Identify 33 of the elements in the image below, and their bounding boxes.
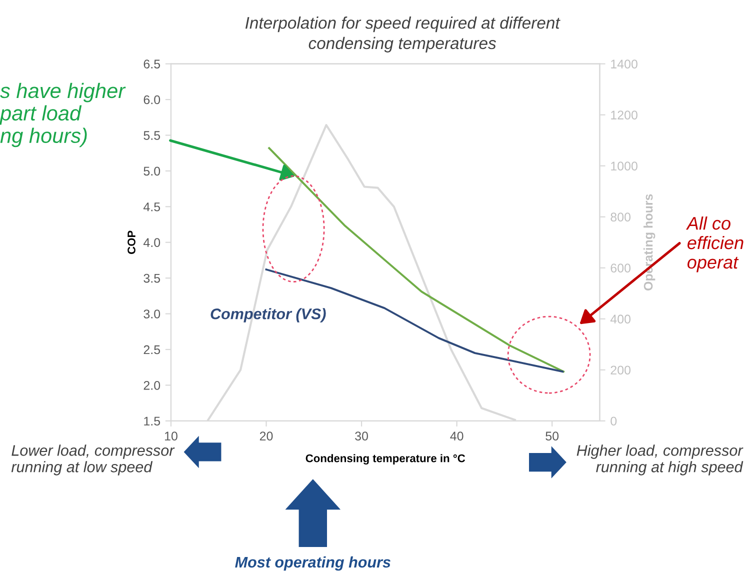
y2-axis-title: Operating hours [644,194,656,290]
x-tick-label: 10 [164,432,178,440]
text: Most operating hours [235,556,390,571]
y2-tick-label: 600 [610,264,631,273]
y-tick-label: 4.0 [143,238,160,248]
y2-tick-label: 800 [610,212,631,222]
series-label: Competitor (VS) [210,308,326,322]
y-tick-label: 5.0 [144,166,160,176]
y-tick-label: 6.0 [144,95,160,104]
y-tick-label: 1.5 [144,416,160,426]
y2-tick-label: 200 [610,366,631,375]
y-tick-label: 2.5 [144,345,160,354]
y2-tick-label: 400 [610,314,631,324]
text: Lower load, compressor running at low speed [11,444,175,476]
x-tick-label: 40 [450,432,464,440]
y-tick-label: 3.0 [144,310,160,318]
y2-tick-label: 1400 [611,60,638,68]
y-axis-title: COP [128,230,136,254]
x-tick-label: 50 [546,432,559,440]
y2-tick-label: 1000 [611,162,638,170]
text: Higher load, compressor running at high speed [576,444,744,476]
y2-tick-label: 0 [610,416,617,426]
y2-tick-label: 1200 [611,110,638,120]
x-axis-title: Condensing temperature in °C [306,454,466,464]
y-tick-label: 4.5 [143,202,160,212]
x-tick-label: 20 [260,432,273,440]
x-tick-label: 30 [355,432,368,440]
text: All co efficien operat [686,216,744,272]
chart-title: Interpolation for speed required at different condensing temperatures [245,16,560,52]
y-tick-label: 2.0 [144,380,160,390]
y-tick-label: 5.5 [144,131,160,140]
y-tick-label: 3.5 [144,274,160,283]
y-tick-label: 6.5 [144,60,160,68]
